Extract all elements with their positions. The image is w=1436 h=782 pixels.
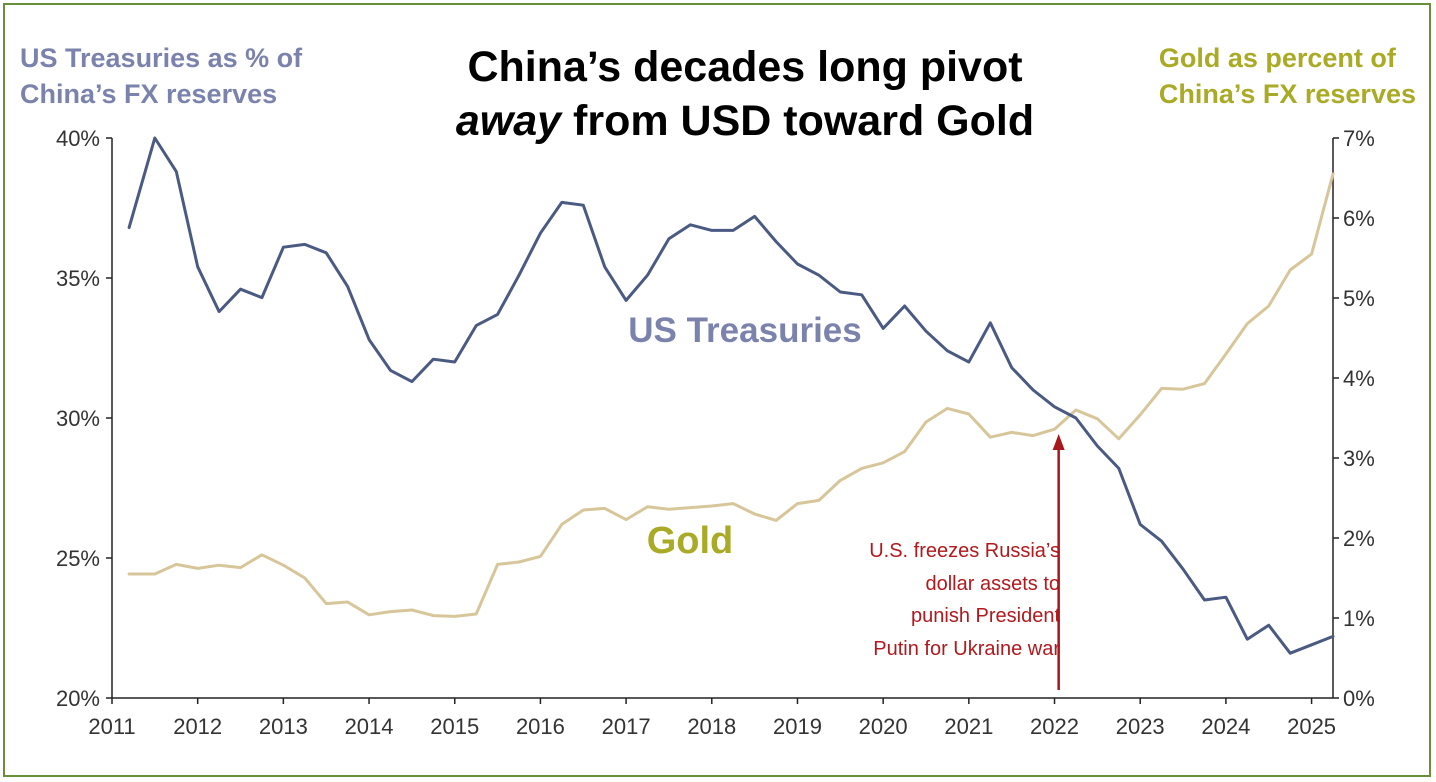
x-tick-label: 2018: [687, 714, 736, 739]
series-group: [127, 136, 1335, 655]
annotation-arrow-head: [1052, 434, 1065, 450]
right-axis-title-line2: China’s FX reserves: [1158, 79, 1416, 109]
chart-title-italic: away: [455, 97, 562, 145]
left-tick-label: 25%: [56, 546, 100, 571]
right-tick-label: 2%: [1343, 526, 1375, 551]
x-tick-label: 2011: [88, 714, 135, 739]
annotation-line-1: U.S. freezes Russia’s: [869, 540, 1060, 562]
left-tick-label: 35%: [56, 266, 100, 291]
treasuries-line: [127, 136, 1335, 655]
annotation-line-3: punish President: [911, 605, 1060, 627]
x-tick-label: 2022: [1030, 714, 1079, 739]
chart-frame: [3, 3, 1431, 777]
x-tick-label: 2017: [602, 714, 651, 739]
x-tick-label: 2016: [516, 714, 565, 739]
chart-title-line2: away from USD toward Gold: [395, 94, 1095, 148]
right-tick-label: 0%: [1343, 686, 1375, 711]
x-tick-label: 2021: [944, 714, 993, 739]
x-tick-label: 2024: [1201, 714, 1250, 739]
chart-title-rest: from USD toward Gold: [561, 97, 1035, 145]
chart-title-line1: China’s decades long pivot: [467, 43, 1023, 91]
annotation-line-4: Putin for Ukraine war: [873, 637, 1060, 660]
left-axis-title: US Treasuries as % of China’s FX reserve…: [20, 40, 302, 112]
chart-title: China’s decades long pivot away from USD…: [395, 40, 1095, 148]
x-tick-label: 2023: [1116, 714, 1165, 739]
right-tick-label: 1%: [1343, 606, 1375, 631]
right-tick-label: 6%: [1343, 206, 1375, 231]
gold-line: [127, 172, 1335, 618]
right-tick-label: 7%: [1343, 126, 1375, 151]
x-tick-label: 2012: [173, 714, 222, 739]
gold-series-label: Gold: [647, 520, 734, 562]
right-tick-label: 5%: [1343, 286, 1375, 311]
x-tick-label: 2013: [259, 714, 308, 739]
annotation-arrow: [1052, 434, 1065, 690]
x-tick-label: 2025: [1287, 714, 1336, 739]
axes-group: 40% 35% 30% 25% 20% 7% 6% 5% 4% 3% 2% 1% 0% 2011 2012 2…: [56, 126, 1375, 739]
annotation-line-2: dollar assets to: [925, 572, 1060, 595]
left-tick-label: 40%: [56, 126, 100, 151]
x-tick-label: 2015: [430, 714, 479, 739]
left-tick-label: 30%: [56, 406, 100, 431]
right-axis-title-line1: Gold as percent of: [1158, 43, 1396, 73]
left-axis-title-line2: China’s FX reserves: [20, 79, 278, 109]
left-tick-label: 20%: [56, 686, 100, 711]
treasuries-series-label: US Treasuries: [628, 311, 861, 350]
x-tick-label: 2019: [773, 714, 822, 739]
right-tick-label: 4%: [1343, 366, 1375, 391]
right-axis-title: Gold as percent of China’s FX reserves: [1159, 40, 1416, 112]
left-axis-title-line1: US Treasuries as % of: [20, 43, 303, 73]
x-tick-label: 2020: [859, 714, 908, 739]
annotation-text: U.S. freezes Russia’s dollar assets to p…: [860, 535, 1060, 665]
x-tick-label: 2014: [345, 714, 394, 739]
right-tick-label: 3%: [1343, 446, 1375, 471]
